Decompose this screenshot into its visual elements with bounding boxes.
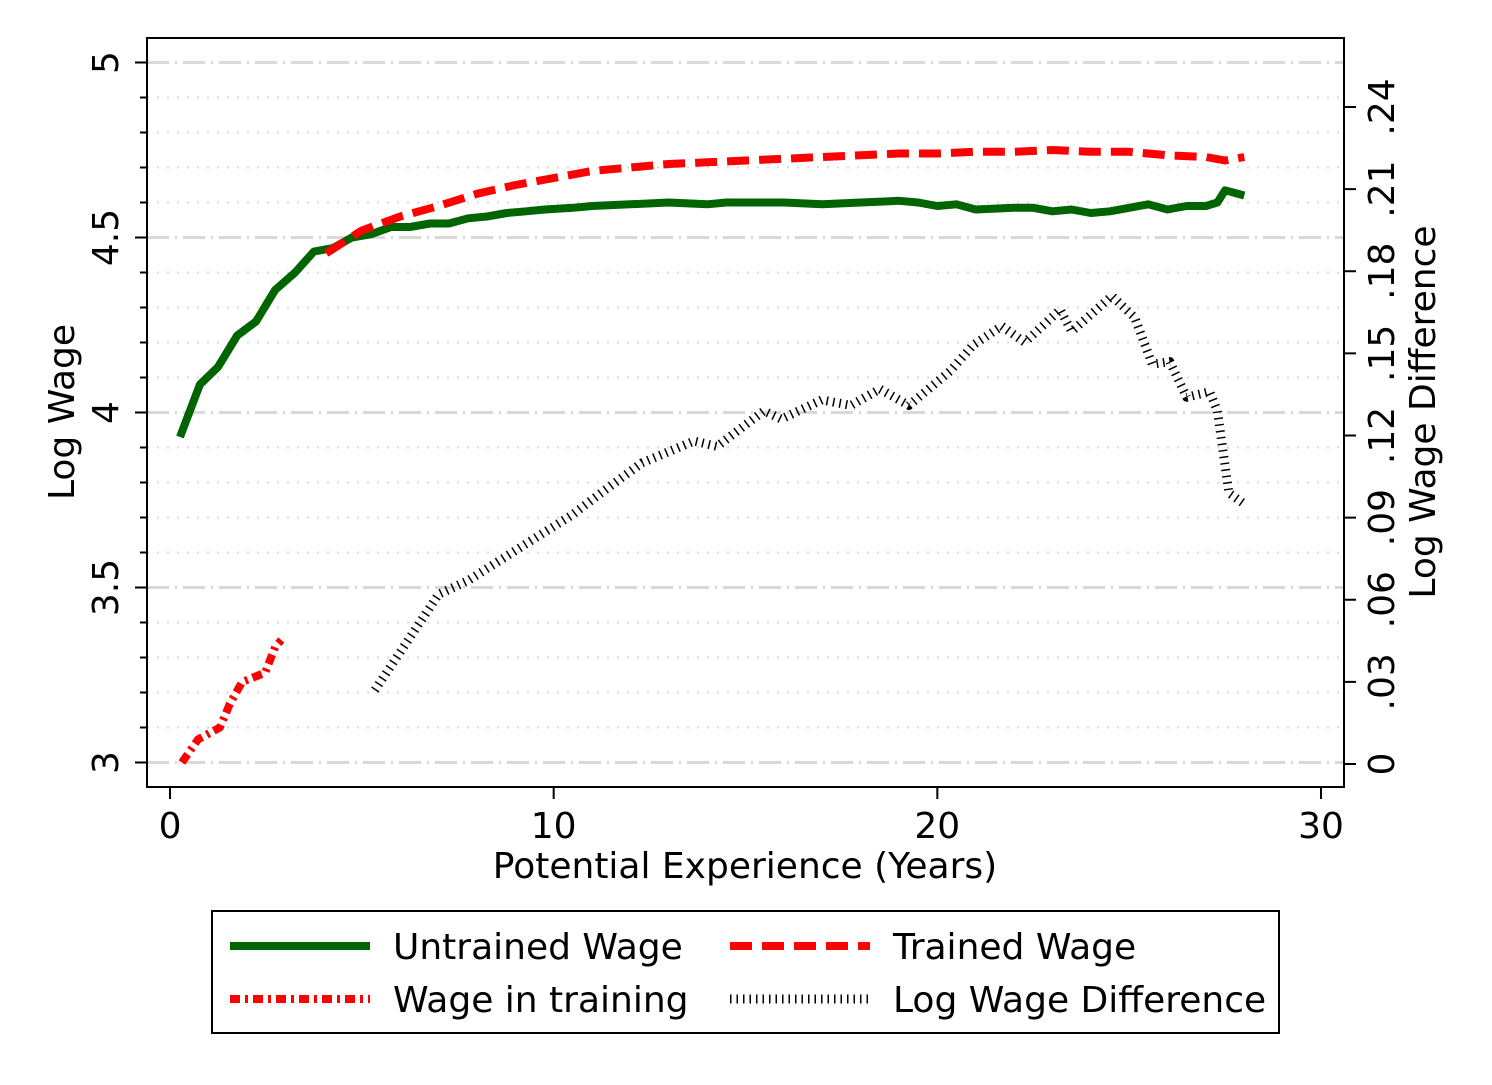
legend-label-trained: Trained Wage [892, 927, 1136, 968]
x-tick-label: 0 [159, 806, 182, 847]
series-lines [176, 146, 1247, 765]
y-right-tick-label: .03 [1362, 653, 1403, 710]
y-right-tick-label: .21 [1362, 160, 1403, 217]
legend: Untrained Wage Trained Wage Wage in trai… [211, 910, 1280, 1034]
legend-box [211, 910, 1280, 1034]
x-tick-label: 30 [1298, 806, 1344, 847]
y-right-axis-title: Log Wage Difference [1403, 225, 1444, 598]
y-tick-label: 4 [86, 401, 127, 424]
y-tick-label: 4.5 [86, 209, 127, 266]
y-right-tick-label: .24 [1362, 78, 1403, 135]
series-line-log-wage-difference [371, 291, 1247, 693]
y-right-tick-label: .06 [1362, 571, 1403, 628]
series-line-trained-wage [324, 146, 1246, 257]
x-axis-title: Potential Experience (Years) [493, 846, 997, 887]
x-tick-label: 20 [914, 806, 960, 847]
y-right-tick-label: .09 [1362, 489, 1403, 546]
y-right-tick-label: .18 [1362, 243, 1403, 300]
legend-label-untrained: Untrained Wage [393, 927, 683, 968]
legend-label-difference: Log Wage Difference [893, 980, 1266, 1021]
y-tick-label: 3 [86, 751, 127, 774]
x-tick-label: 10 [531, 806, 577, 847]
y-axis-title: Log Wage [42, 324, 83, 500]
y-tick-label: 3.5 [86, 559, 127, 616]
axes: 3 3.5 4 4.5 5 0 10 20 30 0 .03 .06 .09 .12 .15 .18 .21 .2… [86, 51, 1403, 847]
series-line-wage-in-training [178, 637, 285, 765]
y-right-tick-label: .15 [1362, 325, 1403, 382]
y-right-tick-label: .12 [1362, 407, 1403, 464]
y-tick-label: 5 [86, 51, 127, 74]
y-right-tick-label: 0 [1362, 753, 1403, 776]
legend-label-in-training: Wage in training [393, 980, 689, 1021]
